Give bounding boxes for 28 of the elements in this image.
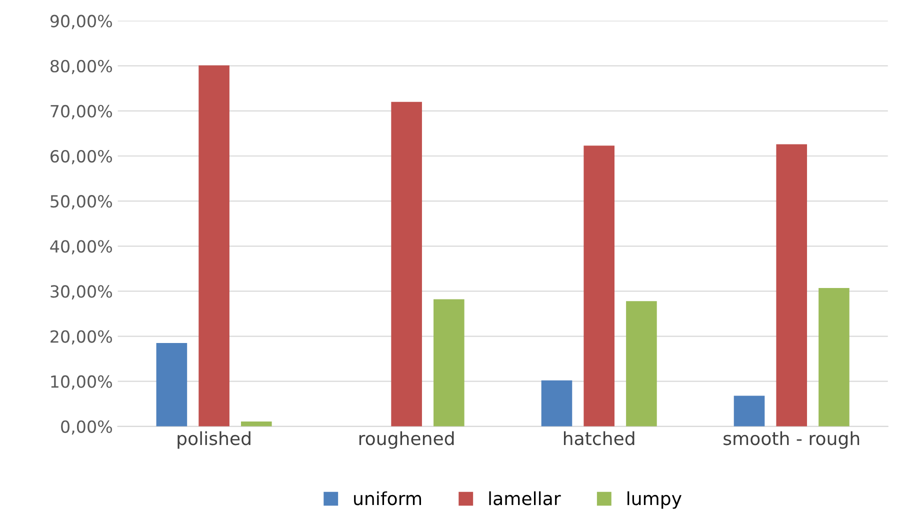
y-tick-label: 80,00%: [50, 60, 112, 74]
y-tick-label: 0,00%: [61, 420, 112, 435]
x-tick-label: polished: [178, 431, 250, 449]
y-tick-label: 30,00%: [50, 285, 112, 300]
y-tick-label: 10,00%: [51, 375, 112, 390]
y-tick-label: 90,00%: [50, 14, 112, 30]
legend-label: lumpy: [628, 491, 682, 509]
x-tick-label: smooth - rough: [724, 431, 860, 449]
bar: [541, 380, 572, 426]
bar: [776, 144, 808, 426]
bar: [584, 146, 614, 426]
bar: [156, 343, 188, 426]
x-tick-label: roughened: [359, 431, 454, 449]
y-tick-label: 50,00%: [50, 195, 112, 210]
bar: [391, 102, 422, 426]
y-tick-label: 20,00%: [50, 330, 112, 345]
bar: [818, 288, 850, 426]
x-tick-label: hatched: [564, 431, 634, 446]
y-tick-label: 60,00%: [50, 150, 112, 164]
bar: [240, 421, 272, 426]
bar: [434, 299, 464, 426]
legend-label: uniform: [354, 491, 421, 506]
bar: [626, 301, 657, 426]
bar: [198, 65, 230, 426]
y-tick-label: 70,00%: [50, 104, 112, 120]
y-tick-label: 40,00%: [50, 240, 112, 254]
legend-label: lamellar: [489, 491, 561, 506]
bar: [734, 396, 765, 426]
